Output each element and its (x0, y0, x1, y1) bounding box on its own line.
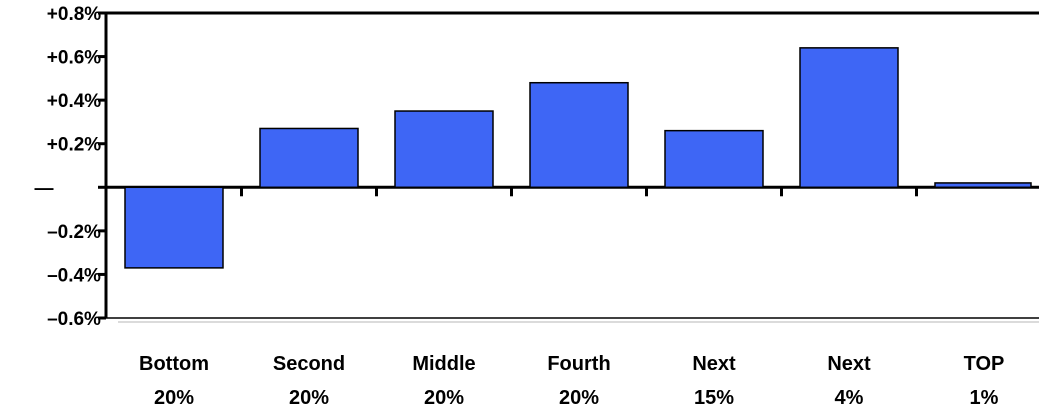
bar-5 (799, 47, 899, 189)
x-axis-ticks (240, 187, 918, 197)
y-axis-tick-labels: +0.8% +0.6% +0.4% +0.2% — –0.2% –0.4% –0.6% (35, 4, 102, 330)
bar-6 (934, 182, 1032, 189)
y-tick-label-5: –0.2% (47, 222, 101, 243)
y-tick-label-6: –0.4% (47, 265, 101, 286)
category-label-5: Next 4% (827, 353, 871, 409)
bar-2 (394, 110, 494, 189)
bar-1 (259, 127, 359, 189)
category-label-3: Fourth 20% (547, 353, 610, 409)
bar-0 (124, 186, 224, 269)
y-axis-ticks (98, 11, 106, 320)
bar-4 (664, 129, 764, 189)
category-label-4: Next 15% (692, 353, 736, 409)
category-label-1: Second 20% (273, 353, 345, 409)
bar-3 (529, 81, 629, 189)
y-tick-label-7: –0.6% (47, 309, 101, 330)
y-tick-label-1: +0.6% (47, 48, 102, 69)
category-label-6: TOP 1% (964, 353, 1005, 409)
category-label-0: Bottom 20% (139, 353, 209, 409)
y-tick-label-0: +0.8% (47, 4, 102, 25)
bars (124, 47, 1032, 269)
y-tick-label-2: +0.4% (47, 91, 102, 112)
category-label-2: Middle 20% (412, 353, 475, 409)
y-tick-label-4: — (35, 178, 54, 199)
x-axis-category-labels: Bottom 20% Second 20% Middle 20% Fourth 20% Next… (139, 353, 1004, 409)
y-tick-label-3: +0.2% (47, 135, 102, 156)
